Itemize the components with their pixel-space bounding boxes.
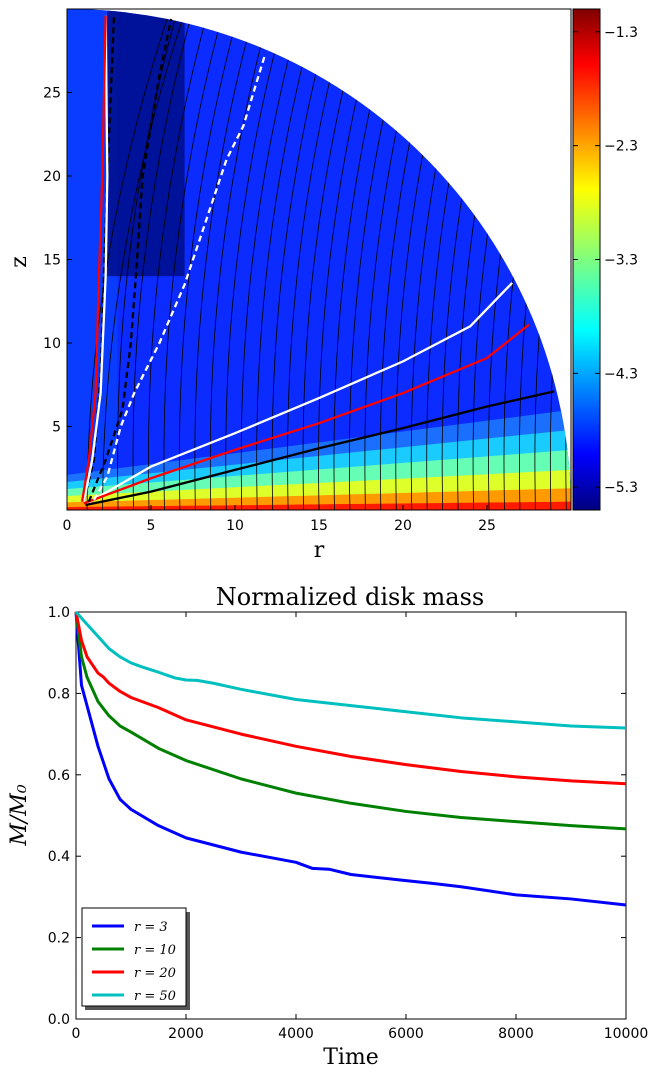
y-tick-label: 0.4 bbox=[48, 849, 70, 865]
x-tick-label: 0 bbox=[63, 518, 72, 534]
disk-mass-xlabel: Time bbox=[323, 1045, 379, 1070]
field-line bbox=[102, 9, 187, 510]
disk-mass-ylabel: M/M₀ bbox=[7, 784, 32, 846]
y-tick-label: 20 bbox=[43, 169, 61, 185]
field-line bbox=[209, 9, 271, 510]
y-tick-label: 25 bbox=[43, 86, 61, 102]
legend-box bbox=[81, 907, 187, 1007]
density-map-ylabel: z bbox=[7, 256, 32, 268]
colorbar-ticks: −1.3 −2.3 −3.3 −4.3 −5.3 bbox=[573, 25, 638, 496]
colorbar-tick-label: −1.3 bbox=[604, 25, 638, 41]
contour-lines bbox=[80, 15, 555, 507]
field-line bbox=[194, 9, 256, 510]
field-line bbox=[132, 9, 194, 510]
y-tick-label: 1.0 bbox=[48, 605, 70, 621]
field-line bbox=[271, 9, 333, 510]
field-line bbox=[302, 9, 364, 510]
colorbar-tick-label: −3.3 bbox=[604, 253, 638, 269]
density-map-ticks: 0 5 10 15 20 25 5 10 15 20 25 bbox=[43, 86, 496, 535]
disk-mass-ticks: 0 2000 4000 6000 8000 10000 0.0 0.2 0.4 0.6 0.8 1.0 bbox=[48, 605, 649, 1042]
x-tick-label: 4000 bbox=[278, 1026, 314, 1042]
colorbar-tick-label: −5.3 bbox=[604, 480, 638, 496]
x-tick-label: 25 bbox=[478, 518, 496, 534]
y-tick-label: 5 bbox=[52, 420, 61, 436]
field-line bbox=[256, 9, 318, 510]
density-map-clip bbox=[67, 9, 571, 510]
y-tick-label: 0.8 bbox=[48, 686, 70, 702]
x-tick-label: 2000 bbox=[168, 1026, 204, 1042]
x-tick-label: 10000 bbox=[604, 1026, 649, 1042]
y-tick-label: 10 bbox=[43, 336, 61, 352]
series-line bbox=[74, 611, 627, 907]
contour-line bbox=[86, 282, 514, 505]
series-line bbox=[74, 610, 627, 730]
contour-line bbox=[80, 15, 107, 502]
disk-mass-series bbox=[74, 610, 627, 907]
contour-line bbox=[87, 18, 173, 503]
series-line bbox=[74, 611, 627, 786]
contour-line bbox=[85, 390, 555, 507]
field-line bbox=[179, 9, 240, 510]
colorbar-tick-label: −4.3 bbox=[604, 366, 638, 382]
field-line bbox=[287, 9, 349, 510]
x-tick-label: 6000 bbox=[388, 1026, 424, 1042]
contour-line bbox=[82, 15, 109, 502]
density-map-xlabel: r bbox=[314, 538, 325, 563]
disk-mass-panel: Normalized disk mass 0 2000 4000 6000 8000 10… bbox=[7, 583, 648, 1070]
colorbar-tick-label: −2.3 bbox=[604, 139, 638, 155]
density-map-panel: 0 5 10 15 20 25 5 10 15 20 25 r z −1.3 −2.3 −3.3 −4.3… bbox=[7, 8, 638, 563]
field-line bbox=[240, 9, 302, 510]
legend-label: r = 20 bbox=[134, 966, 176, 981]
x-tick-label: 15 bbox=[310, 518, 328, 534]
y-tick-label: 0.6 bbox=[48, 768, 70, 784]
x-tick-label: 5 bbox=[147, 518, 156, 534]
x-tick-label: 20 bbox=[394, 518, 412, 534]
y-tick-label: 0.2 bbox=[48, 931, 70, 947]
field-line bbox=[163, 9, 225, 510]
contour-line bbox=[92, 53, 267, 501]
disk-mass-title: Normalized disk mass bbox=[216, 583, 484, 611]
contour-line bbox=[83, 323, 530, 505]
legend-label: r = 3 bbox=[134, 920, 168, 935]
contour-line bbox=[82, 15, 116, 502]
legend-label: r = 10 bbox=[134, 943, 176, 958]
field-line bbox=[225, 9, 287, 510]
y-tick-label: 0.0 bbox=[48, 1012, 70, 1028]
series-line bbox=[74, 611, 627, 831]
legend-label: r = 50 bbox=[134, 989, 176, 1004]
field-line bbox=[86, 9, 171, 510]
y-tick-label: 15 bbox=[43, 253, 61, 269]
x-tick-label: 0 bbox=[72, 1026, 81, 1042]
x-tick-label: 8000 bbox=[498, 1026, 534, 1042]
field-line bbox=[148, 9, 209, 510]
x-tick-label: 10 bbox=[226, 518, 244, 534]
legend: r = 3 r = 10 r = 20 r = 50 bbox=[81, 907, 190, 1010]
